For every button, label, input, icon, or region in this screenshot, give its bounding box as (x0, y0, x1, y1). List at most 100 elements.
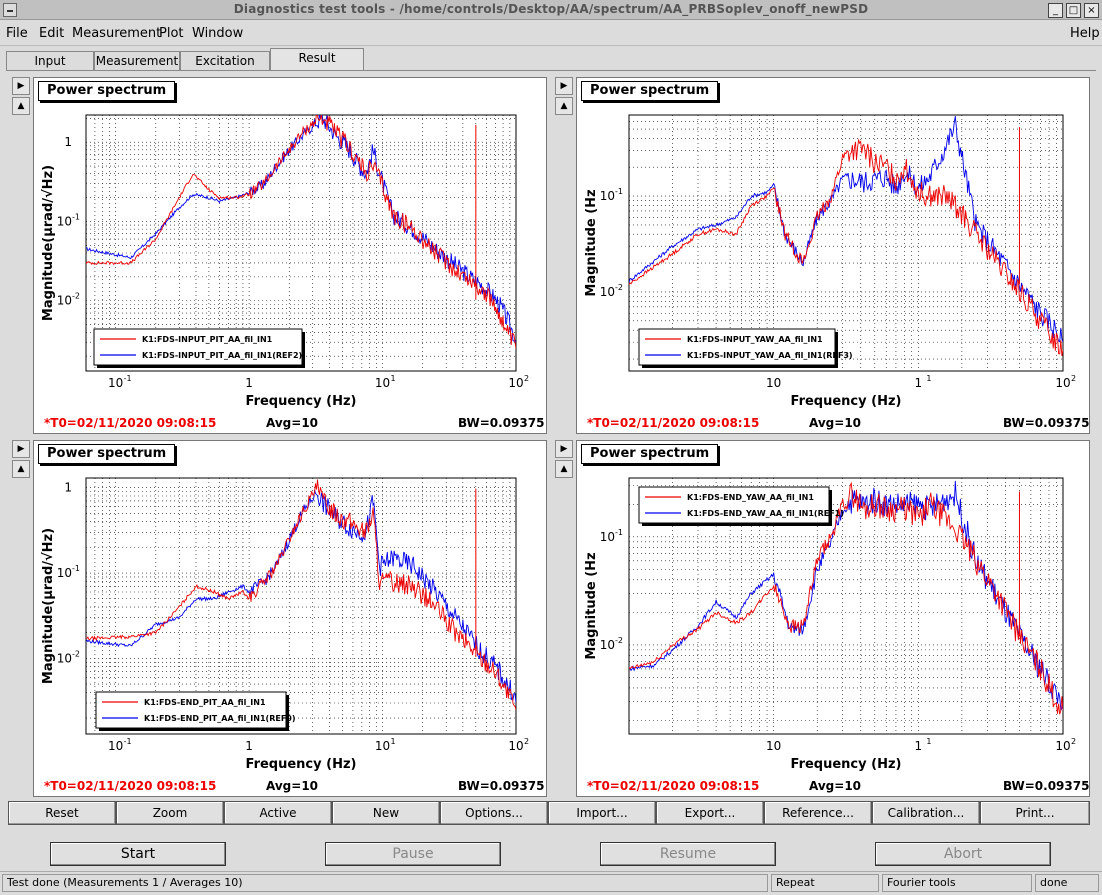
x-tick-label: 10 (766, 376, 781, 390)
panel1-down-arrow-icon[interactable]: ▲ (12, 97, 30, 115)
series-line (86, 479, 516, 710)
y-tick-label: 10 (57, 651, 72, 665)
status-state: done (1035, 874, 1099, 892)
new-button[interactable]: New (332, 801, 440, 825)
y-tick-exponent: -2 (615, 283, 623, 292)
tab-measurement[interactable]: Measurement (94, 51, 180, 71)
legend-box (638, 486, 830, 524)
zoom-button[interactable]: Zoom (116, 801, 224, 825)
x-axis-label: Frequency (Hz) (791, 394, 902, 409)
x-tick-label: 1 (245, 739, 253, 753)
abort-button[interactable]: Abort (875, 842, 1051, 866)
panel4-down-arrow-icon[interactable]: ▲ (555, 460, 573, 478)
x-tick-exponent: 2 (1071, 737, 1076, 746)
x-tick-label: 10 (508, 376, 523, 390)
avg-label: Avg=10 (266, 779, 319, 793)
export-button[interactable]: Export... (656, 801, 764, 825)
x-tick-label: 10 (1055, 376, 1070, 390)
menu-window[interactable]: Window (192, 26, 244, 41)
t0-label: *T0=02/11/2020 09:08:15 (44, 416, 217, 430)
bw-label: BW=0.09375 (458, 779, 545, 793)
legend-entry: K1:FDS-INPUT_PIT_AA_fil_IN1(REF2) (142, 351, 302, 360)
menu-measurement[interactable]: Measurement (72, 26, 162, 41)
x-axis-label: Frequency (Hz) (246, 394, 357, 409)
tab-input[interactable]: Input (6, 51, 94, 71)
x-tick-exponent: 1 (926, 737, 931, 746)
menu-edit[interactable]: Edit (39, 26, 65, 41)
series-line (629, 481, 1063, 715)
x-tick-label: 10 (1055, 739, 1070, 753)
tab-divider (6, 70, 1096, 71)
legend-entry: K1:FDS-INPUT_PIT_AA_fil_IN1 (142, 335, 273, 344)
menu-help[interactable]: Help (1070, 26, 1100, 41)
legend-entry: K1:FDS-END_YAW_AA_fil_IN1(REF1) (687, 509, 844, 518)
pause-button[interactable]: Pause (325, 842, 501, 866)
x-tick-label: 10 (108, 739, 123, 753)
status-message: Test done (Measurements 1 / Averages 10) (2, 874, 768, 892)
y-tick-label: 10 (600, 189, 615, 203)
maximize-icon[interactable]: □ (1066, 3, 1081, 18)
avg-label: Avg=10 (266, 416, 319, 430)
bw-label: BW=0.09375 (458, 416, 545, 430)
panel1-up-arrow-icon[interactable]: ▶ (12, 77, 30, 95)
y-tick-exponent: -1 (615, 187, 623, 196)
panel3-up-arrow-icon[interactable]: ▶ (12, 440, 30, 458)
active-button[interactable]: Active (224, 801, 332, 825)
y-tick-exponent: -2 (72, 292, 80, 301)
plot-frame (628, 114, 1064, 372)
x-tick-label: 10 (375, 739, 390, 753)
t0-label: *T0=02/11/2020 09:08:15 (587, 416, 760, 430)
menu-file[interactable]: File (6, 26, 28, 41)
title-bar: Diagnostics test tools - /home/controls/… (0, 0, 1102, 20)
plot-panel-end-yaw[interactable]: Power spectrum 10 1 1 10 2 10 -1 10 -2 Frequency … (576, 440, 1090, 797)
y-tick-label: 1 (64, 135, 72, 149)
avg-label: Avg=10 (809, 779, 862, 793)
status-mode: Fourier tools (882, 874, 1032, 892)
reference-button[interactable]: Reference... (764, 801, 872, 825)
y-axis-label: Magnitude (Hz (584, 552, 599, 659)
options-button[interactable]: Options... (440, 801, 548, 825)
import-button[interactable]: Import... (548, 801, 656, 825)
legend-entry: K1:FDS-INPUT_YAW_AA_fil_IN1(REF3) (687, 351, 853, 360)
panel2-down-arrow-icon[interactable]: ▲ (555, 97, 573, 115)
avg-label: Avg=10 (809, 416, 862, 430)
plot-panel-input-yaw[interactable]: Power spectrum 10 1 1 10 2 10 -1 10 -2 Frequency … (576, 77, 1090, 434)
y-axis-label: Magnitude(µrad/√Hz) (41, 165, 56, 321)
series-line (629, 116, 1063, 343)
calibration-button[interactable]: Calibration... (872, 801, 980, 825)
x-tick-label: 10 (108, 376, 123, 390)
plot-panel-end-pit[interactable]: Power spectrum 10 -1 1 10 1 10 2 1 10 -1 10 -2 Frequ… (33, 440, 547, 797)
print-button[interactable]: Print... (980, 801, 1090, 825)
x-tick-label: 1 (245, 376, 253, 390)
y-axis-label: Magnitude (Hz (584, 189, 599, 296)
start-button[interactable]: Start (50, 842, 226, 866)
panel2-up-arrow-icon[interactable]: ▶ (555, 77, 573, 95)
reset-button[interactable]: Reset (8, 801, 116, 825)
close-icon[interactable]: × (1084, 3, 1099, 18)
menu-plot[interactable]: Plot (159, 26, 184, 41)
y-tick-label: 10 (600, 530, 615, 544)
legend-entry: K1:FDS-END_PIT_AA_fil_IN1 (144, 698, 266, 707)
series-line (629, 138, 1063, 357)
window-menu-icon[interactable] (3, 3, 17, 17)
x-tick-label: 1 (915, 376, 923, 390)
resume-button[interactable]: Resume (600, 842, 776, 866)
x-tick-label: 10 (508, 739, 523, 753)
bw-label: BW=0.09375 (1003, 779, 1090, 793)
legend-box (638, 328, 836, 366)
window-title: Diagnostics test tools - /home/controls/… (233, 2, 869, 16)
y-tick-label: 10 (57, 294, 72, 308)
tab-result[interactable]: Result (270, 48, 364, 71)
t0-label: *T0=02/11/2020 09:08:15 (587, 779, 760, 793)
panel4-up-arrow-icon[interactable]: ▶ (555, 440, 573, 458)
x-tick-label: 10 (766, 739, 781, 753)
minimize-icon[interactable]: _ (1048, 3, 1063, 18)
panel-title: Power spectrum (581, 81, 719, 101)
panel3-down-arrow-icon[interactable]: ▲ (12, 460, 30, 478)
x-tick-exponent: 2 (524, 374, 529, 383)
y-tick-exponent: -1 (72, 212, 80, 221)
plot-panel-input-pit[interactable]: Power spectrum 10 -1 1 10 1 10 2 1 10 -1 10 -2 Frequ… (33, 77, 547, 434)
tab-excitation[interactable]: Excitation (180, 51, 270, 71)
